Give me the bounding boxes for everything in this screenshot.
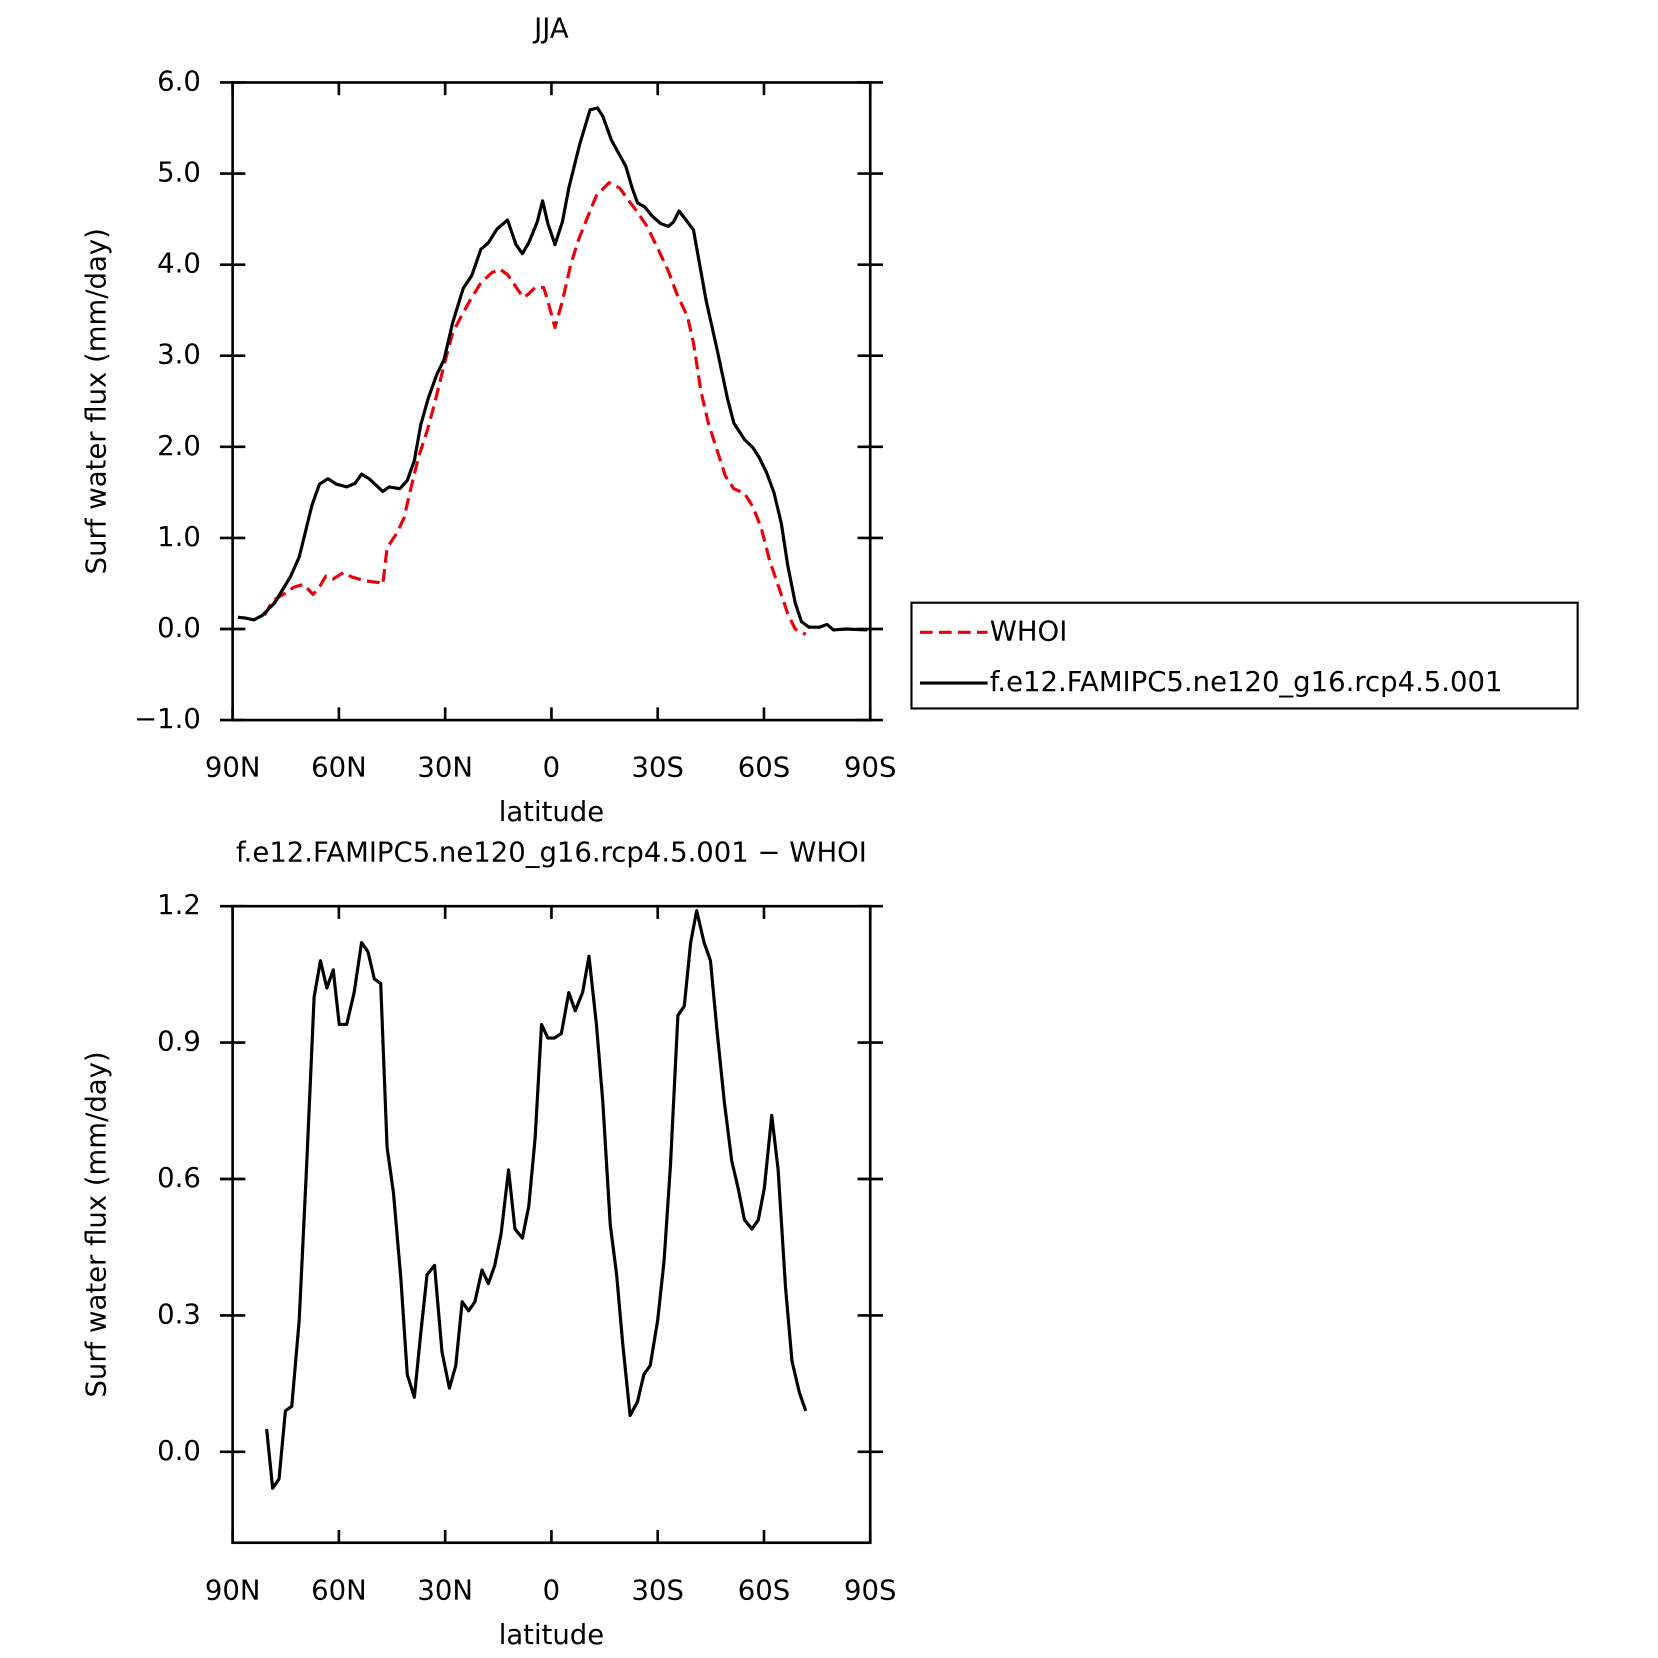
x-tick-label: 30S <box>631 1574 683 1606</box>
legend-label: WHOI <box>990 615 1068 647</box>
x-tick-label: 0 <box>543 1574 561 1606</box>
y-tick-label: 2.0 <box>157 430 201 462</box>
x-tick-label: 90N <box>205 1574 261 1606</box>
y-tick-label: 0.6 <box>157 1162 201 1194</box>
y-tick-label: 3.0 <box>157 339 201 371</box>
legend-box <box>910 601 1579 710</box>
plot-frame <box>231 904 872 1545</box>
plot-frame <box>231 81 872 722</box>
y-tick-label: 6.0 <box>157 65 201 97</box>
y-tick-label: 1.2 <box>157 889 201 921</box>
chart-title: f.e12.FAMIPC5.ne120_g16.rcp4.5.001 − WHO… <box>236 836 867 868</box>
x-tick-label: 30N <box>417 752 473 784</box>
legend-label: f.e12.FAMIPC5.ne120_g16.rcp4.5.001 <box>990 666 1503 698</box>
x-axis-label: latitude <box>499 796 604 828</box>
y-tick-label: 1.0 <box>157 521 201 553</box>
y-tick-label: 4.0 <box>157 248 201 280</box>
x-tick-label: 0 <box>543 752 561 784</box>
x-tick-label: 60S <box>738 752 790 784</box>
y-tick-label: 0.0 <box>157 1435 201 1467</box>
x-tick-label: 90S <box>844 752 896 784</box>
chart-title: JJA <box>532 13 569 45</box>
x-tick-label: 30S <box>631 752 683 784</box>
x-tick-label: 60N <box>311 1574 367 1606</box>
y-tick-label: 0.3 <box>157 1298 201 1330</box>
x-tick-label: 60N <box>311 752 367 784</box>
y-tick-label: 5.0 <box>157 157 201 189</box>
y-tick-label: −1.0 <box>134 703 201 735</box>
data-line <box>265 909 808 1490</box>
y-tick-label: 0.9 <box>157 1026 201 1058</box>
x-tick-label: 60S <box>738 1574 790 1606</box>
x-tick-label: 90N <box>205 752 261 784</box>
x-axis-label: latitude <box>499 1619 604 1651</box>
data-line <box>237 106 868 632</box>
y-axis-label: Surf water flux (mm/day) <box>80 228 112 574</box>
x-tick-label: 30N <box>417 1574 473 1606</box>
y-tick-label: 0.0 <box>157 612 201 644</box>
x-tick-label: 90S <box>844 1574 896 1606</box>
y-axis-label: Surf water flux (mm/day) <box>80 1051 112 1397</box>
data-line <box>263 181 807 636</box>
